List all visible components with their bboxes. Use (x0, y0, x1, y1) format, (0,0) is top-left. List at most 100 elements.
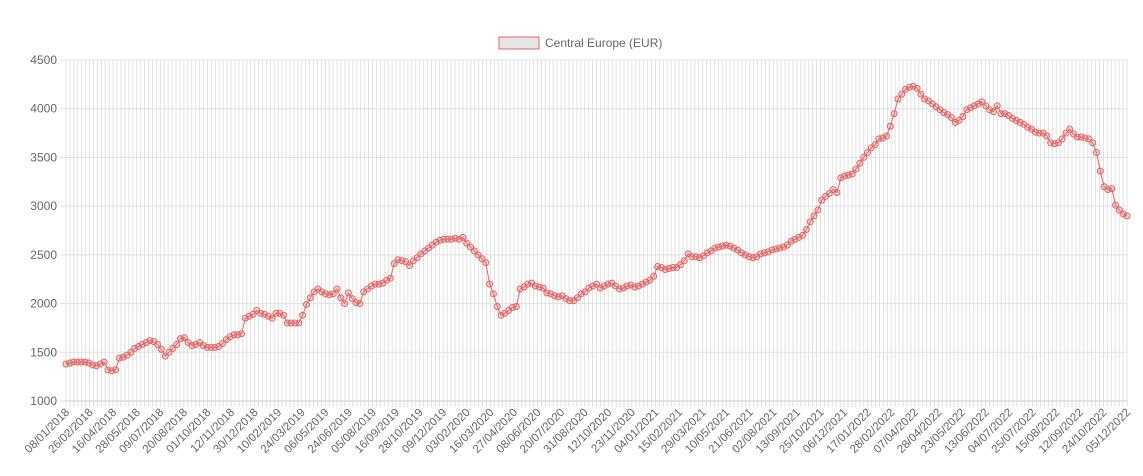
data-point[interactable] (1108, 185, 1116, 193)
data-point[interactable] (199, 341, 207, 349)
data-point[interactable] (295, 319, 303, 327)
data-point[interactable] (856, 159, 864, 167)
data-point[interactable] (337, 294, 345, 302)
data-point[interactable] (951, 118, 959, 126)
data-point[interactable] (238, 330, 246, 338)
data-point[interactable] (596, 284, 604, 292)
data-point[interactable] (696, 254, 704, 262)
data-point[interactable] (192, 340, 200, 348)
data-point[interactable] (157, 345, 165, 353)
data-point[interactable] (119, 353, 127, 361)
data-point[interactable] (959, 113, 967, 121)
data-point[interactable] (703, 249, 711, 257)
data-point[interactable] (860, 153, 868, 161)
data-point[interactable] (356, 300, 364, 308)
data-point[interactable] (180, 334, 188, 342)
data-point[interactable] (276, 309, 284, 317)
data-point[interactable] (333, 285, 341, 293)
data-point[interactable] (963, 106, 971, 114)
data-point[interactable] (142, 339, 150, 347)
data-point[interactable] (367, 282, 375, 290)
data-point[interactable] (627, 281, 635, 289)
data-point[interactable] (1092, 149, 1100, 157)
data-point[interactable] (986, 106, 994, 114)
data-point[interactable] (1043, 132, 1051, 140)
data-point[interactable] (837, 174, 845, 182)
data-point[interactable] (642, 278, 650, 286)
data-point[interactable] (638, 280, 646, 288)
data-point[interactable] (1024, 123, 1032, 131)
data-point[interactable] (852, 165, 860, 173)
data-point[interactable] (577, 290, 585, 298)
data-point[interactable] (226, 333, 234, 341)
data-point[interactable] (405, 262, 413, 270)
data-point[interactable] (1089, 139, 1097, 147)
data-point[interactable] (886, 122, 894, 130)
data-point[interactable] (898, 90, 906, 98)
data-point[interactable] (138, 340, 146, 348)
data-point[interactable] (432, 238, 440, 246)
data-point[interactable] (299, 311, 307, 319)
data-point[interactable] (1016, 118, 1024, 126)
data-point[interactable] (383, 276, 391, 284)
data-point[interactable] (486, 280, 494, 288)
data-point[interactable] (791, 235, 799, 243)
data-point[interactable] (970, 102, 978, 110)
data-point[interactable] (344, 289, 352, 297)
data-point[interactable] (1123, 212, 1131, 220)
data-point[interactable] (741, 251, 749, 259)
data-point[interactable] (493, 302, 501, 310)
data-point[interactable] (810, 212, 818, 220)
data-point[interactable] (386, 274, 394, 282)
data-point[interactable] (589, 282, 597, 290)
data-point[interactable] (318, 288, 326, 296)
data-point[interactable] (245, 312, 253, 320)
data-point[interactable] (302, 301, 310, 309)
data-point[interactable] (1001, 110, 1009, 118)
data-point[interactable] (280, 311, 288, 319)
data-point[interactable] (341, 300, 349, 308)
data-point[interactable] (93, 362, 101, 370)
data-point[interactable] (1119, 210, 1127, 218)
data-point[interactable] (726, 242, 734, 250)
data-point[interactable] (863, 149, 871, 157)
data-point[interactable] (585, 284, 593, 292)
data-point[interactable] (306, 294, 314, 302)
data-point[interactable] (489, 290, 497, 298)
data-point[interactable] (894, 95, 902, 103)
data-point[interactable] (848, 170, 856, 178)
data-point[interactable] (1096, 167, 1104, 175)
data-point[interactable] (268, 314, 276, 322)
data-point[interactable] (730, 244, 738, 252)
data-point[interactable] (1112, 201, 1120, 209)
data-point[interactable] (680, 257, 688, 265)
data-point[interactable] (902, 85, 910, 93)
data-point[interactable] (879, 134, 887, 142)
data-point[interactable] (619, 284, 627, 292)
data-point[interactable] (112, 366, 120, 374)
legend-label[interactable]: Central Europe (EUR) (545, 36, 662, 50)
data-point[interactable] (795, 233, 803, 241)
data-point[interactable] (806, 218, 814, 226)
data-point[interactable] (264, 312, 272, 320)
data-point[interactable] (780, 243, 788, 251)
data-point[interactable] (241, 314, 249, 322)
data-point[interactable] (993, 102, 1001, 110)
data-point[interactable] (455, 235, 463, 243)
data-point[interactable] (890, 110, 898, 118)
data-point[interactable] (482, 259, 490, 267)
data-point[interactable] (260, 310, 268, 318)
data-point[interactable] (497, 311, 505, 319)
data-point[interactable] (1012, 116, 1020, 124)
data-point[interactable] (135, 342, 143, 350)
data-point[interactable] (1066, 125, 1074, 133)
data-point[interactable] (1009, 114, 1016, 122)
data-point[interactable] (154, 340, 162, 348)
data-point[interactable] (547, 290, 555, 298)
data-point[interactable] (909, 82, 917, 90)
data-point[interactable] (974, 100, 982, 108)
data-point[interactable] (738, 249, 746, 257)
data-point[interactable] (512, 302, 520, 310)
data-point[interactable] (799, 231, 807, 239)
data-point[interactable] (833, 189, 841, 196)
